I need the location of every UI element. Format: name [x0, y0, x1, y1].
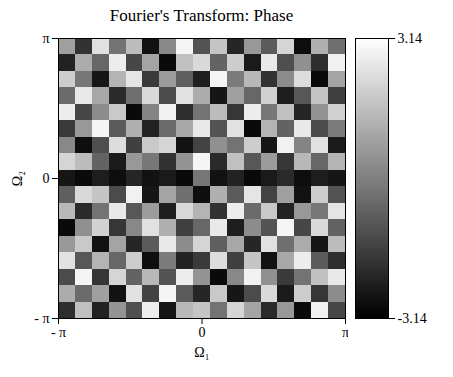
svg-text:3.14: 3.14	[398, 31, 423, 46]
svg-text:- π: - π	[34, 311, 49, 326]
svg-text:Ω₁: Ω₁	[194, 345, 209, 360]
svg-text:Ω₂: Ω₂	[10, 171, 25, 186]
html-text:Fourier's Transform: Phase: Fourier's Transform: Phase	[109, 6, 294, 25]
svg-text:0: 0	[199, 325, 206, 340]
svg-text:0: 0	[43, 171, 50, 186]
svg-text:-3.14: -3.14	[398, 311, 427, 326]
svg-text:π: π	[342, 325, 349, 341]
svg-text:- π: - π	[51, 325, 66, 340]
svg-text:π: π	[42, 31, 49, 46]
